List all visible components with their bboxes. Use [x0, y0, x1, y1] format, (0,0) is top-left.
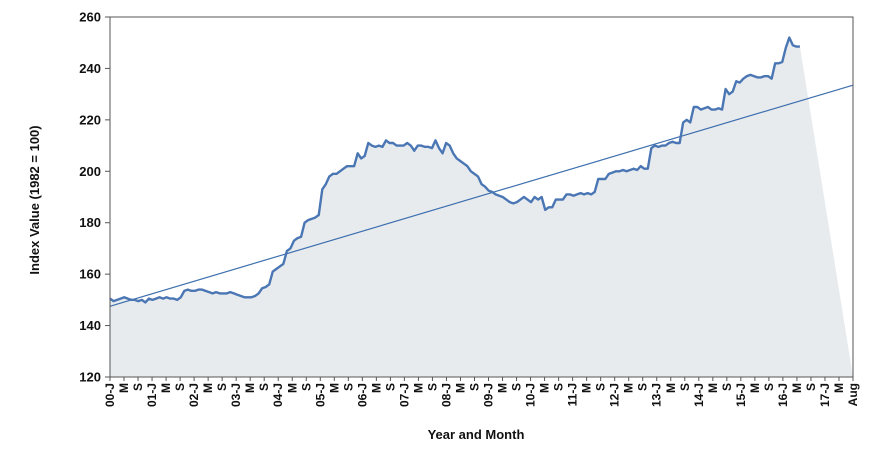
x-tick-label: 13-J — [650, 383, 664, 407]
x-tick-label: 12-J — [608, 383, 622, 407]
x-tick-label: 08-J — [439, 383, 453, 407]
x-tick-label: M — [453, 383, 467, 393]
x-tick-label: S — [594, 383, 608, 391]
series-line — [109, 36, 800, 304]
x-tick-label: M — [538, 383, 552, 393]
x-tick-label: 00-J — [103, 383, 117, 407]
trend-line — [109, 84, 854, 307]
x-tick-label: M — [580, 383, 594, 393]
x-tick-label: M — [285, 383, 299, 393]
x-tick-label: S — [762, 383, 776, 391]
x-tick-label: 10-J — [524, 383, 538, 407]
x-tick-label: M — [159, 383, 173, 393]
x-tick-label: 03-J — [229, 383, 243, 407]
x-tick-label: 15-J — [734, 383, 748, 407]
x-tick-label: S — [552, 383, 566, 391]
x-tick-label: 09-J — [482, 383, 496, 407]
x-tick-label: S — [720, 383, 734, 391]
x-tick-label: S — [215, 383, 229, 391]
x-tick-label: M — [117, 383, 131, 393]
x-tick-label: 11-J — [566, 383, 580, 406]
y-tick-label: 240 — [79, 61, 101, 76]
x-tick-label: S — [173, 383, 187, 391]
x-tick-label: S — [131, 383, 145, 391]
x-tick-label: S — [425, 383, 439, 391]
x-tick-label: 04-J — [271, 383, 285, 407]
x-tick-label: S — [341, 383, 355, 391]
x-tick-label: S — [510, 383, 524, 391]
x-tick-label: M — [243, 383, 257, 393]
x-tick-label: M — [748, 383, 762, 393]
x-tick-label: M — [369, 383, 383, 393]
y-tick-label: 120 — [79, 370, 101, 385]
x-tick-label: 01-J — [145, 383, 159, 407]
x-tick-label: M — [706, 383, 720, 393]
x-tick-label: 05-J — [313, 383, 327, 407]
y-tick-label: 260 — [79, 10, 101, 25]
x-tick-label: S — [299, 383, 313, 391]
x-tick-label: M — [496, 383, 510, 393]
y-tick-label: 180 — [79, 215, 101, 230]
x-tick-label: M — [622, 383, 636, 393]
x-tick-label: 17-J — [818, 383, 832, 407]
x-tick-label: 16-J — [776, 383, 790, 407]
y-axis-title: Index Value (1982 = 100) — [27, 125, 42, 274]
x-tick-label: 14-J — [692, 383, 706, 407]
x-tick-label: M — [201, 383, 215, 393]
x-tick-label: S — [257, 383, 271, 391]
y-tick-label: 220 — [79, 112, 101, 127]
x-tick-label: M — [832, 383, 846, 393]
y-tick-label: 200 — [79, 164, 101, 179]
x-tick-label: S — [804, 383, 818, 391]
series-area-fill — [110, 37, 853, 377]
x-tick-label: S — [636, 383, 650, 391]
x-tick-label: Aug — [846, 383, 860, 406]
x-tick-label: M — [790, 383, 804, 393]
x-tick-label: 06-J — [355, 383, 369, 407]
x-tick-label: M — [411, 383, 425, 393]
x-tick-label: M — [327, 383, 341, 393]
x-tick-label: 02-J — [187, 383, 201, 407]
x-tick-label: M — [664, 383, 678, 393]
y-tick-label: 140 — [79, 318, 101, 333]
x-axis-title: Year and Month — [428, 427, 525, 442]
plot-border — [109, 16, 854, 378]
x-tick-label: S — [467, 383, 481, 391]
x-tick-label: S — [678, 383, 692, 391]
x-tick-label: S — [383, 383, 397, 391]
x-tick-label: 07-J — [397, 383, 411, 407]
y-tick-label: 160 — [79, 267, 101, 282]
